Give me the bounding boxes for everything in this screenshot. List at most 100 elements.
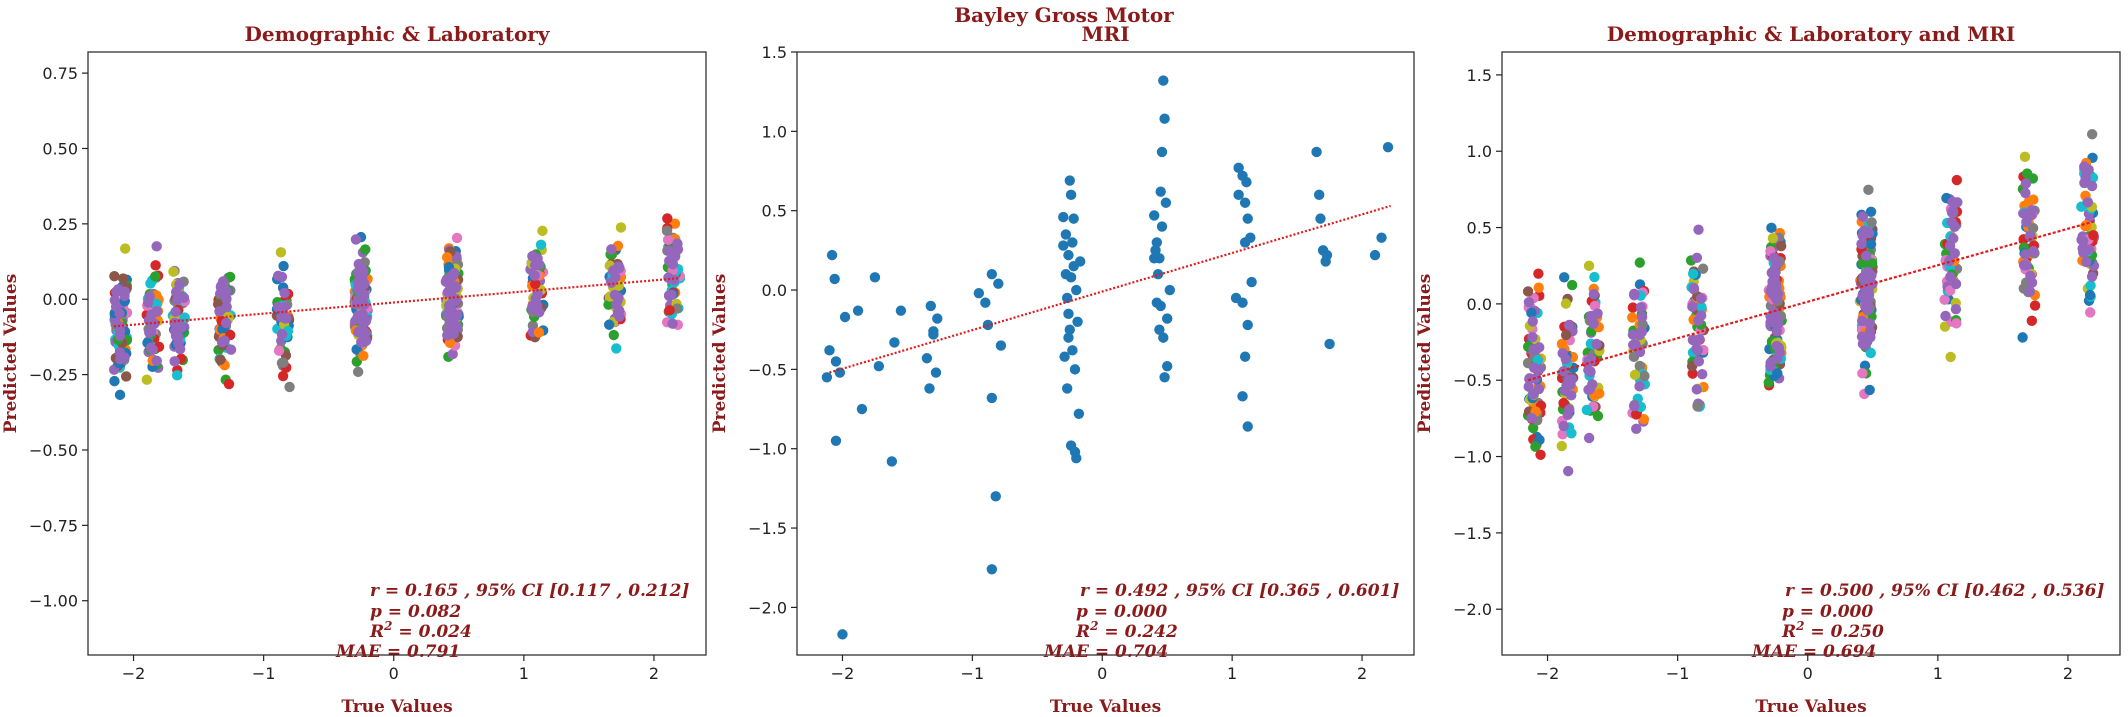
scatter-point <box>829 273 840 285</box>
x-tick-label: −2 <box>122 664 146 683</box>
scatter-point <box>150 260 161 271</box>
scatter-point <box>169 317 180 329</box>
y-tick-label: 1.0 <box>1467 142 1492 161</box>
scatter-point <box>118 273 129 284</box>
y-tick-label: 1.0 <box>762 122 787 141</box>
scatter-point <box>1950 303 1962 315</box>
scatter-point <box>1861 250 1872 261</box>
scatter-point <box>1560 298 1572 309</box>
scatter-point <box>2024 230 2036 242</box>
scatter-point <box>1064 324 1075 335</box>
stat-r-squared-label: R <box>1781 622 1796 642</box>
scatter-point <box>1687 368 1698 379</box>
scatter-point <box>451 232 463 244</box>
scatter-point <box>1581 404 1593 416</box>
scatter-point <box>889 337 900 348</box>
scatter-point <box>446 285 457 296</box>
scatter-point <box>2018 259 2030 271</box>
scatter-point <box>662 234 674 246</box>
scatter-point <box>1693 224 1704 235</box>
scatter-point <box>1566 279 1578 291</box>
scatter-point <box>1951 318 1962 329</box>
scatter-point <box>352 366 364 378</box>
scatter-point <box>1765 357 1776 368</box>
x-tick-label: 0 <box>1803 664 1813 683</box>
scatter-point <box>1063 249 1074 261</box>
scatter-point <box>278 260 289 272</box>
scatter-point <box>1691 384 1703 395</box>
scatter-point <box>826 249 838 261</box>
x-axis-label: True Values <box>1050 697 1161 717</box>
scatter-point <box>1524 373 1535 384</box>
scatter-point <box>119 243 131 254</box>
scatter-point <box>1313 189 1325 201</box>
scatter-points <box>108 213 686 401</box>
scatter-point <box>2020 178 2032 189</box>
y-tick-label: −0.50 <box>29 441 78 460</box>
y-tick-label: −1.0 <box>1453 448 1492 467</box>
panel-title: Demographic & Laboratory <box>245 22 551 46</box>
scatter-point <box>666 248 678 259</box>
scatter-point <box>1594 388 1605 399</box>
scatter-point <box>358 350 369 361</box>
y-tick-label: −1.5 <box>748 519 787 538</box>
x-tick-label: 1 <box>1933 664 1943 683</box>
scatter-point <box>350 234 362 245</box>
scatter-point <box>1865 206 1877 218</box>
scatter-point <box>279 287 290 299</box>
scatter-point <box>119 290 130 302</box>
scatter-point <box>1566 428 1577 439</box>
x-tick-label: −1 <box>1666 664 1690 683</box>
y-tick-label: −2.0 <box>1453 600 1492 619</box>
scatter-point <box>1527 422 1539 434</box>
stat-r-squared: R2 = 0.242 <box>1075 619 1178 642</box>
panel-demographic-laboratory: Demographic & Laboratory −2 −1 0 1 2 −1.00 −0.7… <box>1 22 707 717</box>
y-tick-label: −0.25 <box>29 366 78 385</box>
stat-mae: MAE = 0.694 <box>1751 642 1876 662</box>
scatter-point <box>1856 331 1868 342</box>
scatter-point <box>278 357 289 368</box>
scatter-point <box>873 360 885 372</box>
x-tick-label: 2 <box>1357 664 1367 683</box>
scatter-point <box>1528 362 1540 373</box>
stat-r-squared-sup: 2 <box>1089 619 1098 633</box>
scatter-point <box>1697 369 1708 380</box>
scatter-point <box>986 392 998 404</box>
scatter-point <box>111 286 122 298</box>
scatter-point <box>1152 268 1164 280</box>
scatter-point <box>532 253 543 264</box>
scatter-point <box>1160 197 1172 208</box>
scatter-point <box>357 293 368 304</box>
scatter-point <box>1158 75 1169 86</box>
scatter-point <box>119 352 130 363</box>
scatter-point <box>895 305 907 316</box>
scatter-point <box>2085 307 2096 318</box>
scatter-point <box>360 335 372 347</box>
scatter-point <box>672 238 683 249</box>
scatter-point <box>1533 282 1544 293</box>
scatter-point <box>1239 197 1251 208</box>
scatter-point <box>1945 271 1956 283</box>
scatter-point <box>1074 256 1086 267</box>
scatter-point <box>1069 446 1081 458</box>
scatter-point <box>1587 379 1598 390</box>
scatter-point <box>1068 213 1079 224</box>
scatter-point <box>824 345 835 356</box>
scatter-point <box>169 356 180 367</box>
scatter-point <box>358 318 369 330</box>
scatter-point <box>1945 351 1956 363</box>
stat-r-squared: R2 = 0.250 <box>1781 619 1884 642</box>
scatter-point <box>537 225 548 237</box>
scatter-point <box>151 355 162 367</box>
stat-p-value: p = 0.082 <box>370 602 461 622</box>
scatter-point <box>1629 288 1640 300</box>
scatter-point <box>1696 302 1707 313</box>
scatter-point <box>109 270 120 282</box>
y-tick-label: 1.5 <box>1467 66 1492 85</box>
scatter-points <box>1522 129 2100 477</box>
scatter-point <box>1558 420 1569 432</box>
scatter-point <box>1376 232 1387 243</box>
scatter-point <box>1522 286 1534 297</box>
scatter-point <box>869 272 881 283</box>
scatter-point <box>1058 211 1069 223</box>
